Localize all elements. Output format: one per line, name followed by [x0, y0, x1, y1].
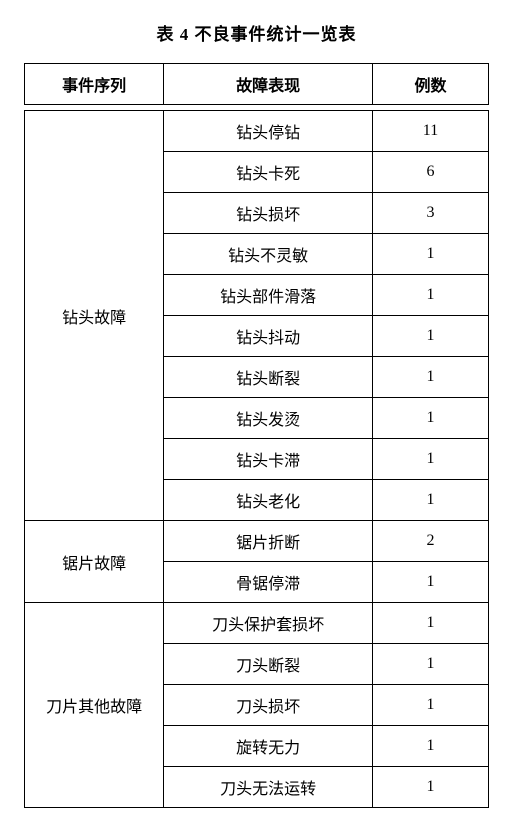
count-cell: 1: [372, 603, 488, 644]
fault-cell: 钻头卡滞: [164, 439, 373, 480]
count-cell: 1: [372, 357, 488, 398]
category-cell: 锯片故障: [25, 521, 164, 603]
count-cell: 1: [372, 644, 488, 685]
fault-cell: 骨锯停滞: [164, 562, 373, 603]
fault-cell: 钻头部件滑落: [164, 275, 373, 316]
count-cell: 1: [372, 439, 488, 480]
fault-cell: 钻头抖动: [164, 316, 373, 357]
count-cell: 1: [372, 316, 488, 357]
count-cell: 1: [372, 275, 488, 316]
count-cell: 1: [372, 398, 488, 439]
count-cell: 3: [372, 193, 488, 234]
col-header-fault: 故障表现: [164, 64, 373, 105]
fault-cell: 钻头断裂: [164, 357, 373, 398]
table-row: 刀片其他故障刀头保护套损坏1: [25, 603, 489, 644]
count-cell: 1: [372, 685, 488, 726]
count-cell: 1: [372, 562, 488, 603]
header-row: 事件序列 故障表现 例数: [25, 64, 489, 105]
fault-cell: 钻头老化: [164, 480, 373, 521]
fault-cell: 锯片折断: [164, 521, 373, 562]
col-header-count: 例数: [372, 64, 488, 105]
events-table: 事件序列 故障表现 例数 钻头故障钻头停钻11钻头卡死6钻头损坏3钻头不灵敏1钻…: [24, 63, 489, 808]
count-cell: 1: [372, 767, 488, 808]
fault-cell: 刀头保护套损坏: [164, 603, 373, 644]
category-cell: 钻头故障: [25, 111, 164, 521]
count-cell: 1: [372, 480, 488, 521]
fault-cell: 钻头卡死: [164, 152, 373, 193]
count-cell: 1: [372, 234, 488, 275]
fault-cell: 钻头发烫: [164, 398, 373, 439]
category-cell: 刀片其他故障: [25, 603, 164, 808]
fault-cell: 钻头损坏: [164, 193, 373, 234]
count-cell: 2: [372, 521, 488, 562]
count-cell: 11: [372, 111, 488, 152]
table-title: 表 4 不良事件统计一览表: [24, 20, 489, 45]
fault-cell: 钻头不灵敏: [164, 234, 373, 275]
fault-cell: 旋转无力: [164, 726, 373, 767]
count-cell: 6: [372, 152, 488, 193]
col-header-sequence: 事件序列: [25, 64, 164, 105]
fault-cell: 刀头损坏: [164, 685, 373, 726]
table-row: 钻头故障钻头停钻11: [25, 111, 489, 152]
table-row: 锯片故障锯片折断2: [25, 521, 489, 562]
fault-cell: 钻头停钻: [164, 111, 373, 152]
count-cell: 1: [372, 726, 488, 767]
fault-cell: 刀头断裂: [164, 644, 373, 685]
fault-cell: 刀头无法运转: [164, 767, 373, 808]
